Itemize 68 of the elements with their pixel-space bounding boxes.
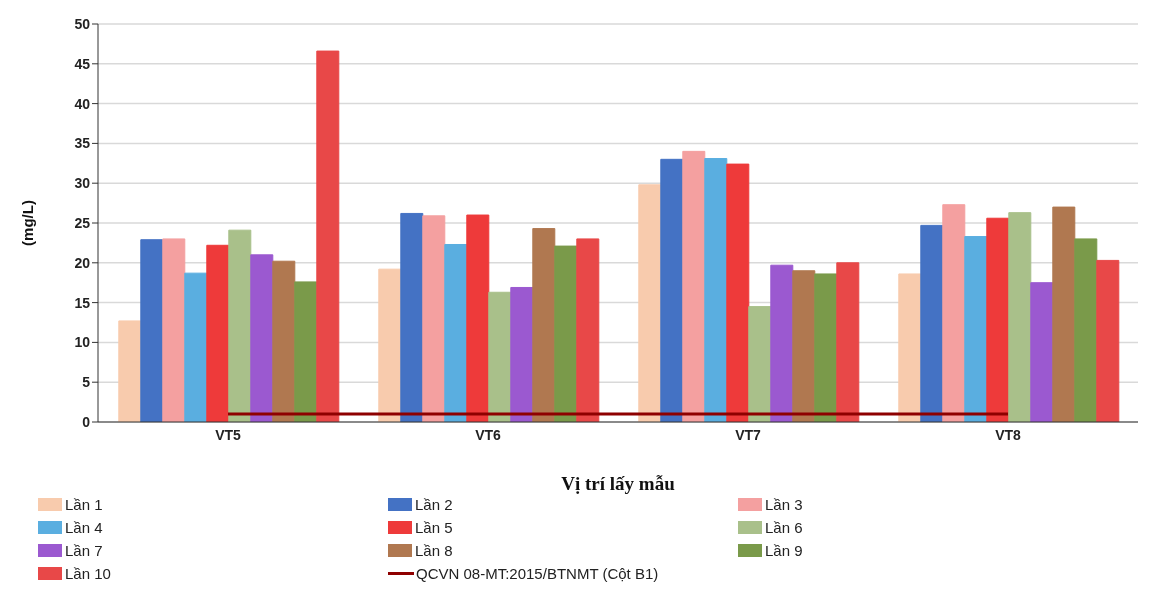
legend-label: Lần 9 — [765, 542, 803, 559]
bar — [162, 238, 186, 422]
y-tick-label: 45 — [74, 55, 91, 72]
x-axis-title: Vị trí lấy mẫu — [561, 473, 676, 494]
x-tick-label: VT6 — [475, 426, 502, 443]
bar — [836, 262, 860, 422]
legend-label: Lần 2 — [415, 496, 453, 513]
bar — [422, 215, 446, 422]
x-tick-label: VT7 — [735, 426, 762, 443]
y-tick-label: 30 — [74, 175, 91, 192]
y-tick-label: 15 — [74, 294, 91, 311]
bar — [964, 236, 988, 422]
y-axis-title: (mg/L) — [19, 200, 37, 246]
bar — [272, 260, 296, 422]
y-tick-label: 35 — [74, 135, 91, 152]
bar — [660, 158, 684, 422]
legend-label: Lần 10 — [65, 565, 111, 582]
bar — [378, 268, 402, 422]
bar — [1052, 206, 1076, 422]
bar — [1008, 212, 1032, 422]
bar — [942, 204, 966, 422]
legend-label: Lần 1 — [65, 496, 103, 513]
bar — [316, 50, 340, 422]
bar — [510, 286, 534, 422]
bar — [748, 306, 772, 422]
bar — [682, 150, 706, 422]
bar — [814, 273, 838, 422]
bar — [898, 273, 922, 422]
bar — [250, 254, 274, 422]
bar — [576, 238, 600, 422]
bar — [184, 272, 208, 422]
legend-label: Lần 5 — [415, 519, 453, 536]
y-tick-label: 5 — [82, 374, 91, 391]
y-tick-label: 40 — [74, 95, 91, 112]
bar — [704, 158, 728, 422]
x-tick-label: VT5 — [215, 426, 242, 443]
legend-label: Lần 4 — [65, 519, 103, 536]
bar — [726, 163, 750, 422]
bar — [986, 217, 1010, 422]
bar — [466, 214, 490, 422]
bar — [140, 239, 164, 422]
y-tick-label: 10 — [74, 334, 91, 351]
bar — [1096, 259, 1120, 422]
bar — [206, 244, 230, 422]
legend-label: QCVN 08-MT:2015/BTNMT (Cột B1) — [416, 565, 659, 582]
legend-label: Lần 8 — [415, 542, 453, 559]
y-tick-label: 50 — [74, 15, 91, 32]
legend-label: Lần 3 — [765, 496, 803, 513]
bar — [118, 320, 142, 422]
legend-label: Lần 6 — [765, 519, 803, 536]
bar — [1074, 238, 1098, 422]
legend-label: Lần 7 — [65, 542, 103, 559]
bar — [792, 270, 816, 422]
bar — [638, 184, 662, 422]
x-tick-label: VT8 — [995, 426, 1022, 443]
y-tick-label: 25 — [74, 214, 91, 231]
bar — [294, 281, 318, 422]
bar — [770, 264, 794, 422]
bar — [1030, 282, 1054, 422]
bar — [554, 245, 578, 422]
bar — [532, 228, 556, 422]
bar — [920, 224, 944, 422]
bar — [400, 212, 424, 422]
bar — [488, 291, 512, 422]
bar — [228, 229, 252, 422]
y-tick-label: 20 — [74, 254, 91, 271]
y-tick-label: 0 — [82, 413, 91, 430]
bar — [444, 243, 468, 422]
